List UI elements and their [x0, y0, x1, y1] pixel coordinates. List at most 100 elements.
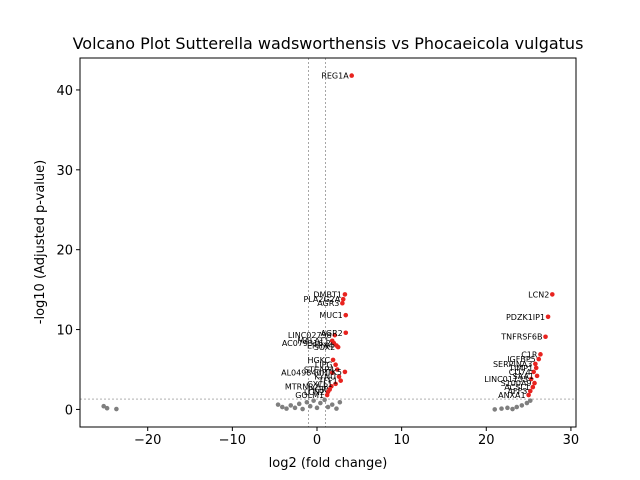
x-tick-label: 10 [393, 433, 410, 448]
data-point [538, 352, 543, 357]
y-tick-label: 0 [65, 403, 73, 418]
data-point [284, 406, 289, 411]
data-point [514, 404, 520, 410]
gene-label: KYNU [314, 373, 336, 382]
gene-label: C1R [521, 350, 538, 359]
data-point [329, 370, 335, 375]
gene-label: MUC1 [319, 311, 342, 320]
data-point [343, 312, 349, 318]
gene-label: ACSL1 [504, 383, 530, 392]
data-point [300, 406, 305, 412]
y-tick-label: 10 [56, 324, 73, 339]
data-point [534, 373, 540, 379]
gene-label: CXCL1 [307, 380, 333, 389]
data-point [304, 399, 310, 405]
data-point [519, 403, 525, 408]
data-point [335, 367, 340, 372]
data-point [335, 344, 341, 350]
data-point [329, 402, 335, 407]
gene-label: MALAT1 [297, 337, 329, 346]
gene-label: EPHX4 [307, 342, 333, 351]
y-axis-ticks: 0 10 20 30 40 [56, 84, 80, 418]
data-point [550, 292, 555, 297]
gene-label: AL049840.1 [281, 369, 329, 378]
gene-label: STEAP4 [304, 365, 334, 374]
x-axis-label: log2 (fold change) [269, 456, 388, 471]
gene-label: PTK5 [322, 368, 342, 377]
x-tick-label: 30 [563, 433, 580, 448]
data-point [336, 374, 342, 379]
data-point [337, 399, 343, 405]
data-point [545, 314, 551, 320]
gene-label: TFF1 [318, 377, 338, 386]
gene-label: IGFBP5 [507, 355, 536, 364]
gene-label: MTRNR2L8 [285, 382, 329, 391]
data-point [527, 388, 533, 394]
data-point [314, 405, 320, 411]
data-point [333, 362, 338, 368]
x-tick-label: −20 [134, 433, 161, 448]
gene-label: DMBT1 [313, 290, 342, 299]
data-point [536, 356, 542, 362]
data-point [528, 376, 534, 382]
data-point [318, 400, 323, 406]
data-point [101, 403, 106, 409]
gene-label: TIMP1 [508, 364, 533, 373]
data-point [505, 405, 510, 411]
data-point [524, 400, 530, 406]
data-point [279, 404, 285, 410]
gene-label: GOLM1 [295, 391, 324, 400]
gene-label: LIPG [315, 361, 333, 370]
gene-label: SERPINA3 [493, 360, 532, 369]
data-point [324, 392, 330, 398]
data-point [530, 384, 536, 390]
threshold-lines [80, 58, 576, 427]
gene-label: LCN2 [528, 290, 549, 299]
x-tick-label: 20 [478, 433, 495, 448]
gene-label: AFF3 [508, 387, 528, 396]
gene-label: SAA1 [513, 372, 534, 381]
data-point [330, 357, 336, 363]
y-tick-label: 30 [56, 164, 73, 179]
data-point [533, 361, 538, 367]
data-point [343, 330, 349, 336]
data-point [288, 403, 294, 408]
y-tick-label: 20 [56, 244, 73, 259]
data-point [311, 398, 316, 403]
gene-label: LINC01133 [484, 375, 528, 384]
chart-title: Volcano Plot Sutterella wadsworthensis v… [73, 34, 584, 53]
data-point [334, 406, 339, 411]
data-point [296, 401, 302, 407]
data-point [333, 381, 338, 387]
gene-label: S100A9 [501, 379, 532, 388]
data-point [527, 398, 533, 403]
x-axis-ticks: −20 −10 0 10 20 30 [134, 427, 579, 448]
gene-label: AGR2 [321, 329, 343, 338]
gene-label: TNFRSF6B [500, 333, 542, 342]
data-point [492, 407, 498, 412]
gene-label: HGKC [307, 356, 330, 365]
data-point [338, 378, 343, 383]
y-axis-label: -log10 (Adjusted p-value) [33, 160, 48, 324]
gene-label: PLA2G2A [303, 295, 340, 304]
data-point [510, 406, 515, 412]
gene-label: PDZK1IP1 [506, 313, 545, 322]
gene-label: AGR3 [317, 299, 339, 308]
gene-label: SOX2 [314, 343, 335, 352]
data-point [349, 73, 354, 78]
data-point [104, 405, 110, 411]
x-tick-label: 0 [313, 433, 321, 448]
data-point [340, 300, 345, 306]
data-point [532, 380, 537, 386]
data-point [499, 406, 504, 411]
data-point [342, 369, 348, 375]
data-point [332, 332, 338, 338]
data-point [533, 365, 539, 371]
data-points [101, 73, 555, 412]
data-point [114, 406, 119, 412]
gene-label: ANXA1 [498, 391, 526, 400]
gene-label: PIGR [308, 385, 327, 394]
